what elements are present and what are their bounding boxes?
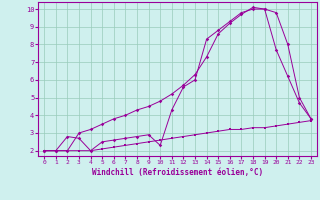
- X-axis label: Windchill (Refroidissement éolien,°C): Windchill (Refroidissement éolien,°C): [92, 168, 263, 177]
